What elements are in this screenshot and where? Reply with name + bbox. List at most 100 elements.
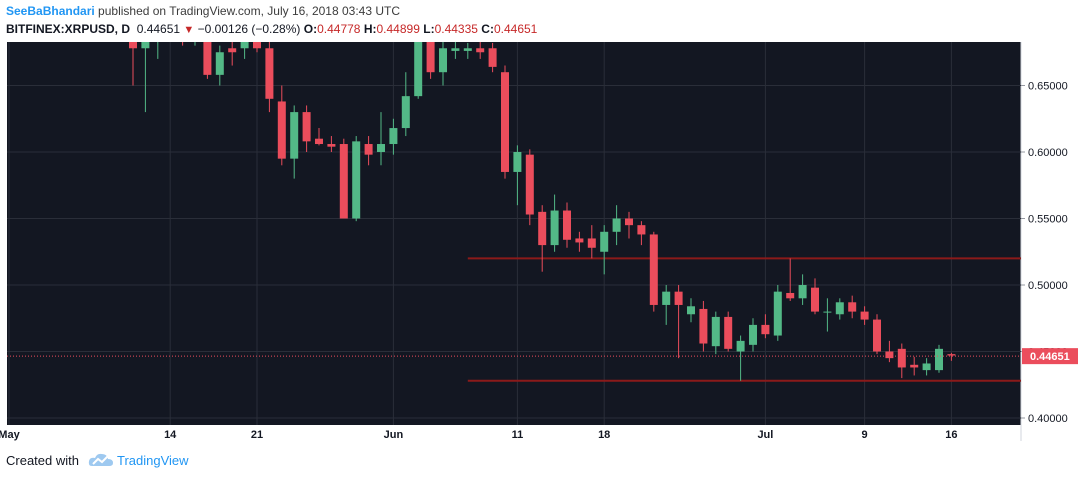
candle-body: [451, 48, 460, 51]
footer: Created with TradingView: [0, 441, 1080, 478]
candle-body: [414, 42, 423, 97]
candle-body: [674, 291, 683, 305]
last-price-marker: 0.44651: [7, 348, 1078, 365]
candle-body: [711, 316, 720, 347]
candle-body: [848, 302, 857, 312]
open-value: 0.44778: [317, 22, 361, 36]
candle-body: [612, 218, 621, 232]
candle-body: [463, 48, 472, 51]
close-label: C:: [481, 22, 494, 36]
candle-body: [377, 144, 385, 152]
time-tick-label: May: [0, 429, 21, 441]
symbol-label: BITFINEX:XRPUSD, D: [6, 22, 131, 36]
candle-body: [352, 141, 361, 219]
candle-body: [922, 363, 931, 371]
candle-body: [724, 316, 733, 349]
candle-body: [947, 354, 956, 356]
time-tick-labels: May 14 21 Jun 11 18 Jul 9 16: [0, 429, 958, 441]
candle-body: [327, 144, 336, 147]
candle-body: [290, 112, 299, 159]
author-link[interactable]: SeeBaBhandari: [6, 4, 95, 18]
price-axis[interactable]: [1021, 42, 1080, 441]
candle-body: [525, 154, 534, 215]
candle-body: [315, 138, 323, 145]
change-value: −0.00126 (−0.28%): [197, 22, 301, 36]
candle-body: [662, 291, 671, 305]
candle-body: [339, 144, 348, 219]
tradingview-link[interactable]: TradingView: [117, 453, 189, 468]
candle-body: [389, 128, 398, 145]
created-with-text: Created with: [6, 453, 79, 468]
price-tick-label: 0.65000: [1028, 81, 1068, 93]
candle-body: [649, 234, 658, 305]
candle-body: [798, 285, 807, 299]
candles-layer: [129, 42, 956, 381]
plot-area[interactable]: [7, 42, 1021, 425]
candle-body: [699, 308, 708, 344]
candle-body: [240, 42, 249, 49]
candle-body: [736, 340, 745, 352]
candle-body: [749, 324, 757, 345]
candle-body: [835, 302, 844, 315]
candle-body: [910, 364, 919, 368]
candle-body: [513, 152, 522, 172]
candle-body: [265, 48, 274, 99]
last-price-tag: [1022, 348, 1078, 365]
symbol-line: BITFINEX:XRPUSD, D 0.44651 ▼ −0.00126 (−…: [6, 22, 537, 36]
candle-body: [587, 238, 596, 248]
candle-body: [302, 112, 311, 142]
candle-body: [253, 42, 261, 49]
candle-body: [773, 291, 782, 336]
candle-body: [687, 306, 695, 315]
high-label: H:: [363, 22, 377, 36]
last-price-tag-text: 0.44651: [1030, 351, 1070, 363]
candle-body: [935, 348, 943, 371]
price-tick-label: 0.55000: [1028, 214, 1068, 226]
candle-body: [364, 144, 373, 155]
time-tick-label: 18: [598, 429, 610, 441]
candle-body: [215, 52, 224, 75]
candle-body: [563, 210, 571, 240]
time-tick-label: 9: [862, 429, 868, 441]
open-label: O:: [303, 22, 318, 36]
high-value: 0.44899: [376, 22, 420, 36]
candle-body: [550, 210, 559, 246]
candle-body: [401, 96, 410, 129]
time-tick-label: Jul: [757, 429, 773, 441]
price-chart[interactable]: 0.400000.450000.500000.550000.600000.650…: [0, 42, 1080, 441]
candle-body: [637, 225, 646, 235]
candle-body: [786, 292, 795, 299]
low-value: 0.44335: [434, 22, 478, 36]
last-price: 0.44651: [136, 22, 181, 36]
time-tick-label: 11: [512, 429, 524, 441]
candle-body: [439, 48, 447, 73]
candle-body: [811, 287, 819, 312]
tradingview-cloud-icon[interactable]: [88, 451, 114, 469]
candle-body: [501, 72, 509, 172]
price-tick-label: 0.40000: [1028, 413, 1068, 425]
time-axis[interactable]: [7, 425, 1021, 441]
candle-body: [141, 42, 150, 49]
candle-body: [885, 351, 894, 359]
close-value: 0.44651: [493, 22, 538, 36]
candle-body: [761, 324, 770, 335]
candle-body: [575, 238, 584, 243]
price-tick-label: 0.50000: [1028, 280, 1068, 292]
chart-header: SeeBaBhandari published on TradingView.c…: [0, 0, 1080, 42]
candle-body: [823, 311, 832, 313]
candle-body: [897, 348, 906, 368]
grid-layer: [7, 42, 1021, 425]
publish-line: SeeBaBhandari published on TradingView.c…: [6, 4, 400, 18]
candle-body: [476, 48, 485, 53]
support-resistance-lines[interactable]: [467, 257, 1021, 382]
candle-body: [488, 48, 497, 67]
candle-body: [860, 311, 869, 320]
time-tick-label: 16: [945, 429, 957, 441]
time-tick-label: 14: [164, 429, 177, 441]
price-tick-label: 0.60000: [1028, 147, 1068, 159]
candle-body: [426, 42, 435, 73]
candle-body: [873, 319, 881, 352]
low-label: L:: [423, 22, 435, 36]
down-arrow-icon: ▼: [183, 24, 195, 36]
time-tick-label: 21: [251, 429, 263, 441]
